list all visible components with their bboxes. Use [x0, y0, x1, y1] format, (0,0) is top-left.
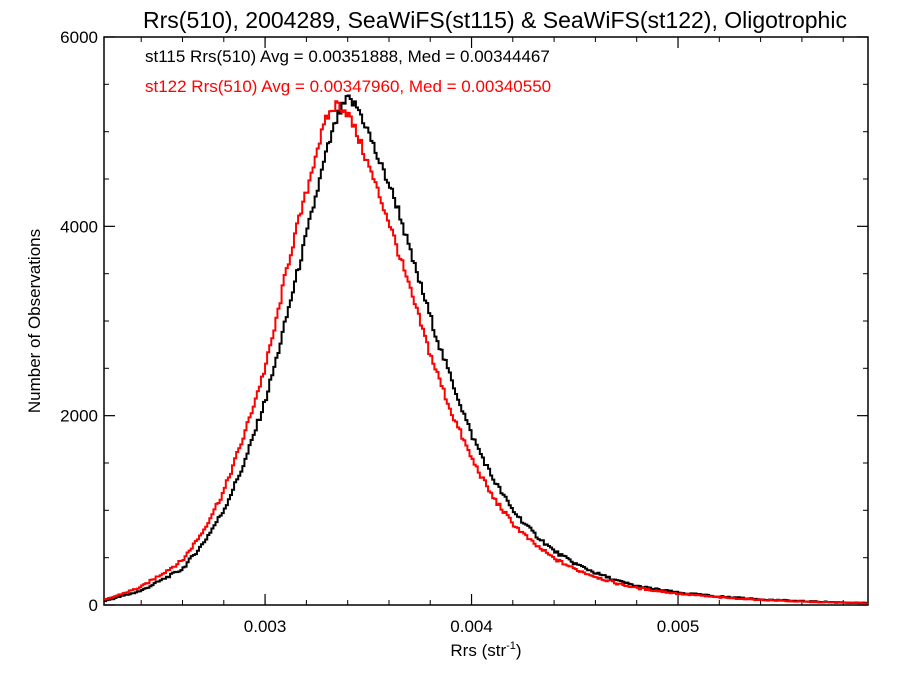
x-tick-labels: 0.003 0.004 0.005 — [244, 617, 700, 636]
series-lines — [104, 94, 868, 605]
x-axis-label-superscript: -1 — [506, 640, 516, 652]
y-tick-label: 0 — [89, 596, 98, 615]
annotation-st115: st115 Rrs(510) Avg = 0.00351888, Med = 0… — [145, 47, 550, 66]
plot-frame — [103, 36, 869, 606]
series-line-st115 — [104, 94, 868, 605]
x-axis-label-close: ) — [516, 641, 522, 660]
series-line-st122 — [104, 100, 868, 605]
x-axis-label: Rrs (str-1) — [450, 640, 521, 660]
x-tick-label: 0.003 — [244, 617, 287, 636]
y-axis-label: Number of Observations — [25, 229, 44, 413]
y-tick-label: 6000 — [60, 28, 98, 47]
y-tick-label: 2000 — [60, 407, 98, 426]
major-ticks — [104, 36, 868, 606]
chart-title: Rrs(510), 2004289, SeaWiFS(st115) & SeaW… — [143, 7, 847, 33]
y-tick-labels: 0 2000 4000 6000 — [60, 28, 98, 615]
x-tick-label: 0.005 — [657, 617, 700, 636]
annotation-st122: st122 Rrs(510) Avg = 0.00347960, Med = 0… — [145, 77, 551, 96]
minor-ticks — [104, 37, 868, 605]
y-tick-label: 4000 — [60, 217, 98, 236]
plot-area — [103, 36, 869, 606]
x-axis-label-main: Rrs (str — [450, 641, 506, 660]
x-tick-label: 0.004 — [450, 617, 493, 636]
